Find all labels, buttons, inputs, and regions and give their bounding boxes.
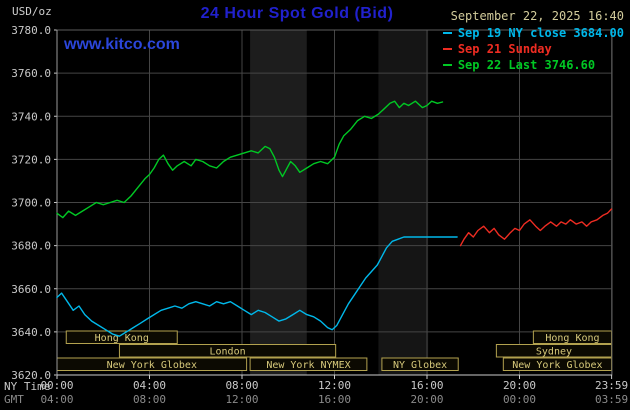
session-box xyxy=(381,357,459,371)
y-tick-label: 3760.0 xyxy=(11,67,51,80)
x-tick-ny-label: 12:00 xyxy=(318,379,351,392)
series-line-sep19 xyxy=(56,236,458,337)
x-tick-ny-label: 20:00 xyxy=(503,379,536,392)
session-box xyxy=(249,357,368,371)
unit-label: USD/oz xyxy=(12,5,52,18)
y-tick-label: 3700.0 xyxy=(11,197,51,210)
y-tick-label: 3720.0 xyxy=(11,153,51,166)
legend-dash-icon xyxy=(442,32,452,34)
x-tick-gmt-label: 16:00 xyxy=(318,393,351,406)
x-tick-ny-label: 04:00 xyxy=(133,379,166,392)
x-tick-gmt-label: 04:00 xyxy=(40,393,73,406)
legend-label: Sep 21 Sunday xyxy=(457,42,552,56)
session-label: New York Globex xyxy=(512,360,602,371)
session-label: New York NYMEX xyxy=(266,360,350,371)
y-tick-label: 3620.0 xyxy=(11,369,51,382)
legend-item: Sep 21 Sunday xyxy=(442,42,624,56)
series-line-sep21 xyxy=(459,208,613,247)
x-tick-ny-label: 00:00 xyxy=(40,379,73,392)
session-label: Hong Kong xyxy=(545,333,599,344)
legend-dash-icon xyxy=(442,48,452,50)
y-tick-label: 3660.0 xyxy=(11,283,51,296)
y-tick-label: 3640.0 xyxy=(11,326,51,339)
session-label: London xyxy=(209,347,245,358)
x-tick-gmt-label: 00:00 xyxy=(503,393,536,406)
x-tick-gmt-label: 20:00 xyxy=(410,393,443,406)
ny-time-axis-label: NY Time xyxy=(4,380,51,393)
series-line-sep22 xyxy=(56,100,444,219)
y-tick-label: 3740.0 xyxy=(11,110,51,123)
legend-item: Sep 22 Last 3746.60 xyxy=(442,58,624,72)
x-tick-ny-label: 23:59 xyxy=(595,379,628,392)
gmt-axis-label: GMT xyxy=(4,393,24,406)
x-tick-ny-label: 08:00 xyxy=(225,379,258,392)
legend-label: Sep 19 NY close 3684.00 xyxy=(457,26,624,40)
chart-datetime: September 22, 2025 16:40 xyxy=(450,9,624,23)
x-tick-ny-label: 16:00 xyxy=(410,379,443,392)
legend-dash-icon xyxy=(442,64,452,66)
y-tick-label: 3780.0 xyxy=(11,24,51,37)
x-tick-gmt-label: 03:59 xyxy=(595,393,628,406)
session-box xyxy=(65,330,178,344)
y-tick-label: 3680.0 xyxy=(11,240,51,253)
x-tick-gmt-label: 12:00 xyxy=(225,393,258,406)
x-tick-gmt-label: 08:00 xyxy=(133,393,166,406)
legend-label: Sep 22 Last 3746.60 xyxy=(457,58,596,72)
page-title: 24 Hour Spot Gold (Bid) xyxy=(200,5,394,22)
session-label: New York Globex xyxy=(107,360,197,371)
kitco-watermark-link[interactable]: www.kitco.com xyxy=(64,36,180,53)
legend-item: Sep 19 NY close 3684.00 xyxy=(442,26,624,40)
chart-legend: Sep 19 NY close 3684.00 Sep 21 Sunday Se… xyxy=(442,26,624,72)
session-label: Sydney xyxy=(536,347,572,358)
session-label: Hong Kong xyxy=(95,333,149,344)
session-box xyxy=(118,344,337,358)
session-label: NY Globex xyxy=(393,360,447,371)
